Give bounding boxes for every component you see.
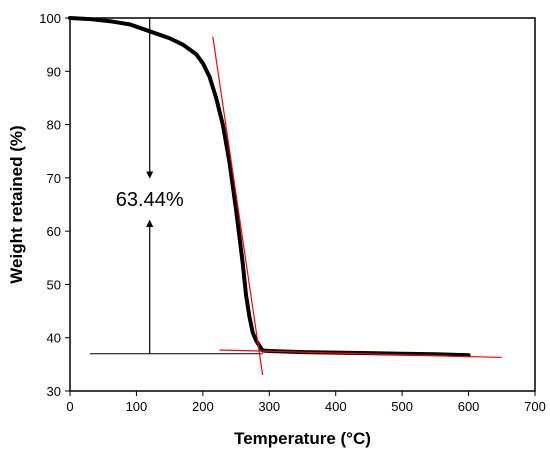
y-tick-label: 80: [47, 118, 61, 133]
weight-loss-label: 63.44%: [116, 189, 184, 211]
x-tick-label: 0: [66, 399, 73, 414]
y-tick-label: 100: [39, 11, 61, 26]
tangent-layer: [212, 36, 502, 376]
x-tick-label: 500: [391, 399, 413, 414]
x-tick-label: 200: [192, 399, 214, 414]
y-tick-label: 40: [47, 331, 61, 346]
y-tick-label: 60: [47, 224, 61, 239]
y-tick-label: 50: [47, 277, 61, 292]
tga-curve: [68, 16, 471, 358]
y-tick-label: 70: [47, 171, 61, 186]
annotation-layer: 63.44%: [89, 18, 263, 355]
y-tick-label: 30: [47, 384, 61, 399]
x-axis-ticks: 0 100 200 300 400 500 600 700: [66, 391, 546, 414]
x-tick-label: 600: [458, 399, 480, 414]
plot-frame: [69, 17, 536, 392]
x-tick-label: 700: [524, 399, 546, 414]
series-layer: [68, 16, 471, 358]
y-tick-label: 90: [47, 64, 61, 79]
x-tick-label: 100: [126, 399, 148, 414]
x-tick-label: 300: [258, 399, 280, 414]
tangent-line-1: [212, 36, 264, 376]
tangent-line-2: [219, 349, 502, 359]
y-axis-title: Weight retained (%): [7, 125, 26, 283]
x-tick-label: 400: [325, 399, 347, 414]
x-axis-title: Temperature (°C): [234, 429, 371, 448]
y-axis-ticks: 30 40 50 60 70 80 90 100: [39, 11, 70, 399]
